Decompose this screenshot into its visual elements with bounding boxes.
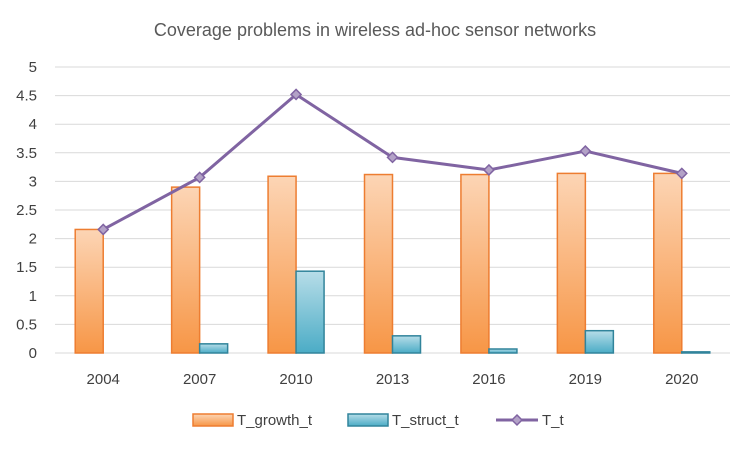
y-tick-label: 5 [29, 59, 37, 76]
line-layer [97, 88, 688, 236]
line-point-marker [97, 223, 110, 236]
line-point-marker [482, 163, 495, 177]
legend: T_growth_t T_struct_t T_t [192, 412, 565, 429]
bar-t-growth-t [556, 172, 587, 354]
x-tick-label: 2019 [569, 371, 602, 388]
y-tick-label: 4.5 [16, 88, 37, 105]
bar-t-growth-t [267, 175, 297, 354]
bar-layer [74, 172, 711, 354]
line-point-marker [290, 88, 303, 101]
bar-t-struct-t [488, 348, 518, 354]
x-axis-tick-labels: 2004 2007 2010 2013 2016 2019 2020 [87, 371, 699, 388]
bar-t-struct-t [584, 329, 615, 354]
y-tick-label: 0.5 [16, 316, 37, 333]
line-point-marker [193, 171, 206, 184]
y-tick-label: 4 [29, 116, 37, 133]
chart-title: Coverage problems in wireless ad-hoc sen… [154, 20, 596, 40]
x-tick-label: 2020 [665, 371, 698, 388]
y-axis-tick-labels: 0 0.5 1 1.5 2 2.5 3 3.5 4 4.5 5 [16, 59, 37, 362]
bar-t-growth-t [74, 228, 104, 354]
y-tick-label: 3.5 [16, 145, 37, 162]
x-tick-label: 2013 [376, 371, 409, 388]
legend-item: T_struct_t [347, 412, 460, 429]
x-tick-label: 2016 [472, 371, 505, 388]
bar-t-struct-t [295, 270, 325, 354]
legend-label: T_t [542, 412, 565, 429]
legend-label: T_struct_t [392, 412, 460, 429]
bar-t-struct-t [391, 335, 422, 354]
y-tick-label: 2.5 [16, 202, 37, 219]
bar-t-growth-t [363, 173, 394, 354]
y-tick-label: 2 [29, 231, 37, 248]
line-point-marker [675, 167, 688, 180]
bar-t-struct-t [198, 343, 229, 354]
legend-swatch [192, 413, 234, 427]
y-tick-label: 1.5 [16, 259, 37, 276]
line-point-marker [386, 151, 399, 164]
legend-label: T_growth_t [237, 412, 313, 429]
x-tick-label: 2007 [183, 371, 216, 388]
bar-t-growth-t [460, 173, 490, 354]
y-tick-label: 3 [29, 173, 37, 190]
y-tick-label: 0 [29, 345, 37, 362]
x-tick-label: 2004 [87, 371, 120, 388]
legend-swatch-marker [510, 413, 524, 427]
legend-item: T_growth_t [192, 412, 313, 429]
legend-swatch [347, 413, 389, 427]
legend-item: T_t [496, 412, 565, 429]
bar-t-growth-t [653, 172, 683, 354]
bar-t-struct-t [681, 351, 711, 354]
y-tick-label: 1 [29, 288, 37, 305]
bar-t-growth-t [170, 186, 201, 354]
line-point-marker [579, 145, 592, 158]
x-tick-label: 2010 [279, 371, 312, 388]
